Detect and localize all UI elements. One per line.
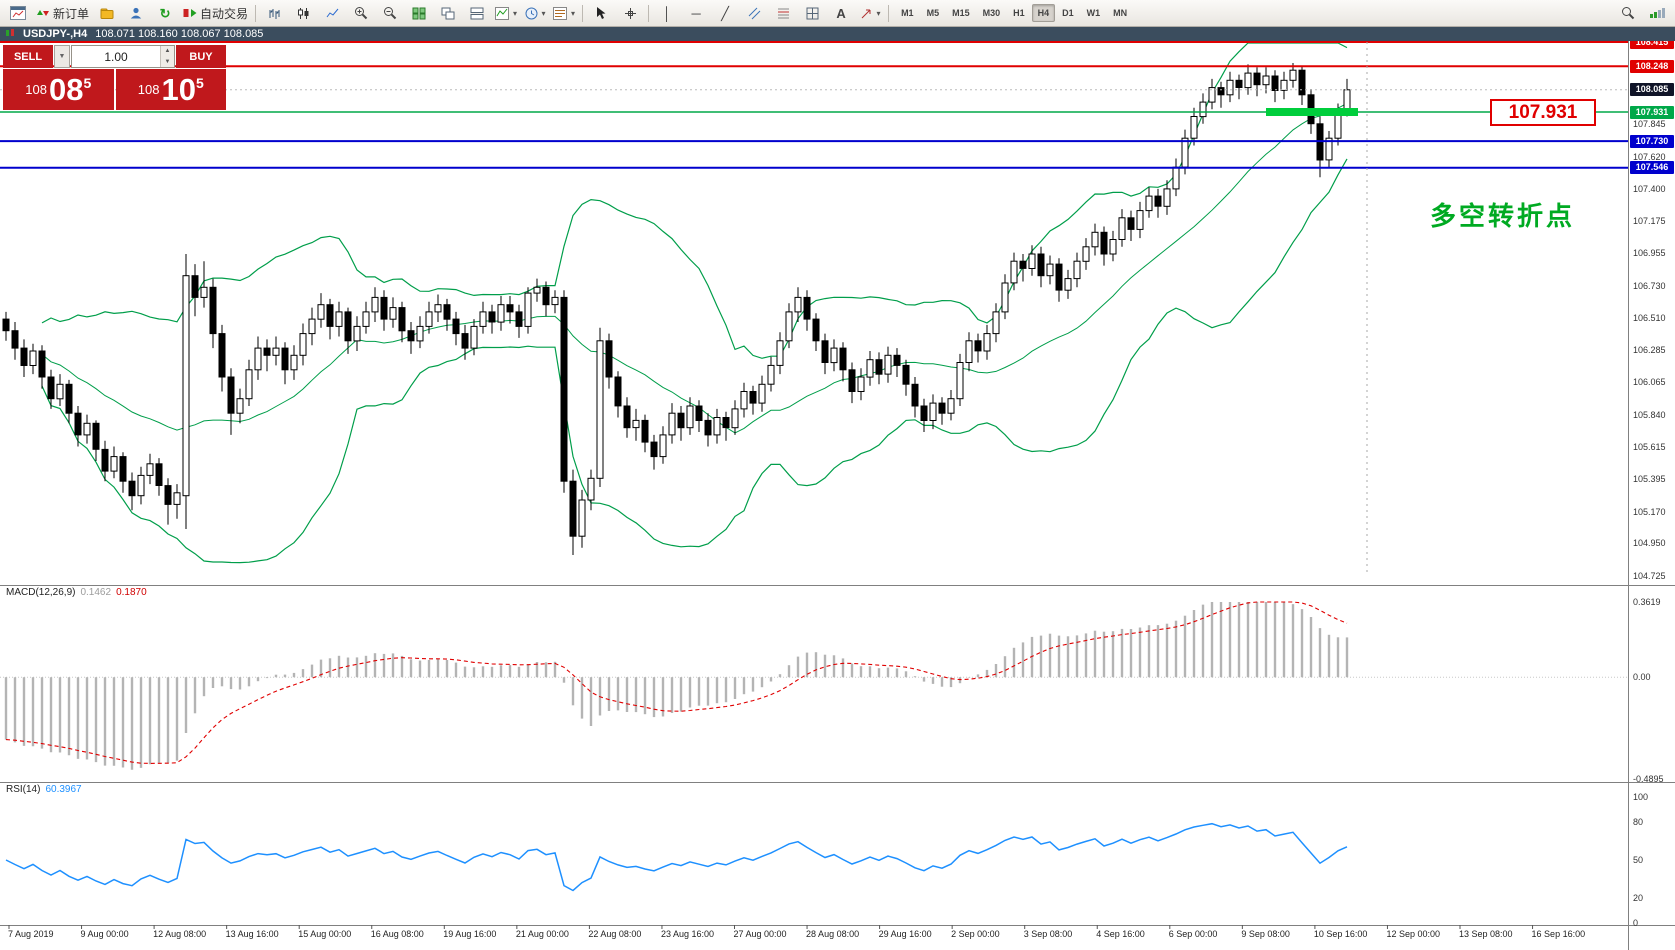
horizontal-line-icon[interactable]: ─ [691, 5, 701, 21]
volume-stepper: ▲ ▼ [160, 46, 174, 67]
sell-button[interactable]: SELL [3, 45, 53, 68]
timeframe-h1[interactable]: H1 [1013, 8, 1025, 18]
timeframe-d1[interactable]: D1 [1062, 8, 1074, 18]
one-click-trading-panel: SELL ▼ 1.00 ▲ ▼ BUY 108 08 5 108 10 5 [3, 45, 226, 110]
rsi-label-row: RSI(14) 60.3967 [6, 784, 82, 795]
toolbar-separator [648, 4, 650, 22]
volume-up-icon[interactable]: ▲ [161, 46, 174, 57]
timeframe-m15[interactable]: M15 [952, 8, 970, 18]
indicators-icon [495, 6, 510, 20]
symbol-candle-icon [5, 28, 15, 41]
timeframe-group: M1 M5 M15 M30 H1 H4 D1 W1 MN [895, 4, 1133, 22]
arrow-tool-icon[interactable]: ▾ [856, 2, 884, 24]
toolbar-separator [582, 4, 584, 22]
toolbar-separator [255, 4, 257, 22]
candlestick-chart-icon[interactable] [289, 2, 317, 24]
toolbar-separator [888, 4, 890, 22]
timeframe-h4[interactable]: H4 [1031, 4, 1056, 22]
buy-price-pips: 10 [161, 72, 196, 107]
channel-icon[interactable] [740, 2, 768, 24]
auto-trading-button[interactable]: 自动交易 [180, 2, 251, 24]
timeframe-m1[interactable]: M1 [901, 8, 914, 18]
sell-price-point: 5 [83, 75, 92, 91]
auto-trading-icon [183, 7, 197, 19]
rsi-value: 60.3967 [45, 784, 82, 795]
sell-price-button[interactable]: 108 08 5 [3, 69, 114, 110]
volume-dropdown-icon[interactable]: ▼ [54, 45, 70, 68]
auto-trading-label: 自动交易 [200, 6, 249, 21]
chevron-down-icon: ▾ [876, 8, 881, 18]
profiles-icon[interactable] [122, 2, 150, 24]
buy-price-figure: 108 [137, 82, 160, 97]
chevron-down-icon: ▾ [541, 8, 546, 18]
indicators-button[interactable]: ▾ [492, 2, 520, 24]
turning-point-note[interactable]: 多空转折点 [1430, 201, 1576, 231]
macd-signal-value: 0.1870 [116, 587, 147, 598]
text-tool-icon[interactable]: A [836, 5, 846, 21]
fibonacci-icon[interactable] [769, 2, 797, 24]
bar-chart-icon[interactable] [260, 2, 288, 24]
search-icon[interactable] [1614, 2, 1642, 24]
zoom-out-icon[interactable] [376, 2, 404, 24]
chart-title-bar: USDJPY-,H4 108.071 108.160 108.067 108.0… [0, 27, 1675, 41]
line-chart-icon[interactable] [318, 2, 346, 24]
level-annotation-box[interactable]: 107.931 [1490, 99, 1596, 126]
refresh-icon[interactable]: ↻ [159, 5, 171, 21]
macd-main-value: 0.1462 [80, 587, 112, 598]
macd-label-row: MACD(12,26,9) 0.1462 0.1870 [6, 587, 147, 598]
cursor-icon[interactable] [587, 2, 615, 24]
zoom-in-icon[interactable] [347, 2, 375, 24]
ohlc-readout: 108.071 108.160 108.067 108.085 [95, 28, 264, 40]
connection-icon[interactable] [1643, 2, 1671, 24]
template-icon [553, 6, 568, 20]
timeframe-m5[interactable]: M5 [926, 8, 940, 18]
volume-value[interactable]: 1.00 [104, 49, 128, 64]
new-order-icon [36, 7, 50, 19]
macd-name: MACD(12,26,9) [6, 587, 76, 598]
timeframe-w1[interactable]: W1 [1086, 8, 1101, 18]
buy-price-button[interactable]: 108 10 5 [115, 69, 226, 110]
timeframe-mn[interactable]: MN [1113, 8, 1128, 18]
volume-field[interactable]: 1.00 ▲ ▼ [71, 45, 175, 68]
rsi-name: RSI(14) [6, 784, 41, 795]
tile-windows-icon[interactable] [405, 2, 433, 24]
volume-down-icon[interactable]: ▼ [161, 56, 174, 67]
cascade-windows-icon[interactable] [434, 2, 462, 24]
arrange-windows-icon[interactable] [463, 2, 491, 24]
crosshair-icon[interactable] [616, 2, 644, 24]
templates-button[interactable]: ▾ [550, 2, 578, 24]
trendline-icon[interactable]: ╱ [721, 5, 729, 21]
chevron-down-icon: ▾ [571, 8, 576, 18]
timeframe-m30[interactable]: M30 [982, 8, 1001, 18]
buy-button[interactable]: BUY [176, 45, 226, 68]
chart-window-icon [4, 2, 32, 24]
periods-button[interactable]: ▾ [521, 2, 549, 24]
buy-price-point: 5 [195, 75, 204, 91]
new-order-button[interactable]: 新订单 [33, 2, 92, 24]
sell-price-pips: 08 [48, 72, 84, 107]
history-center-icon[interactable] [93, 2, 121, 24]
chevron-down-icon: ▾ [513, 8, 518, 18]
sell-price-figure: 108 [25, 82, 47, 97]
toolbar: 新订单 ↻ 自动交易 [0, 0, 1675, 27]
vertical-line-icon[interactable]: │ [663, 5, 672, 21]
clock-icon [525, 7, 538, 20]
symbol-period-label: USDJPY-,H4 [23, 28, 88, 40]
shapes-grid-icon[interactable] [798, 2, 826, 24]
new-order-label: 新订单 [53, 6, 90, 21]
